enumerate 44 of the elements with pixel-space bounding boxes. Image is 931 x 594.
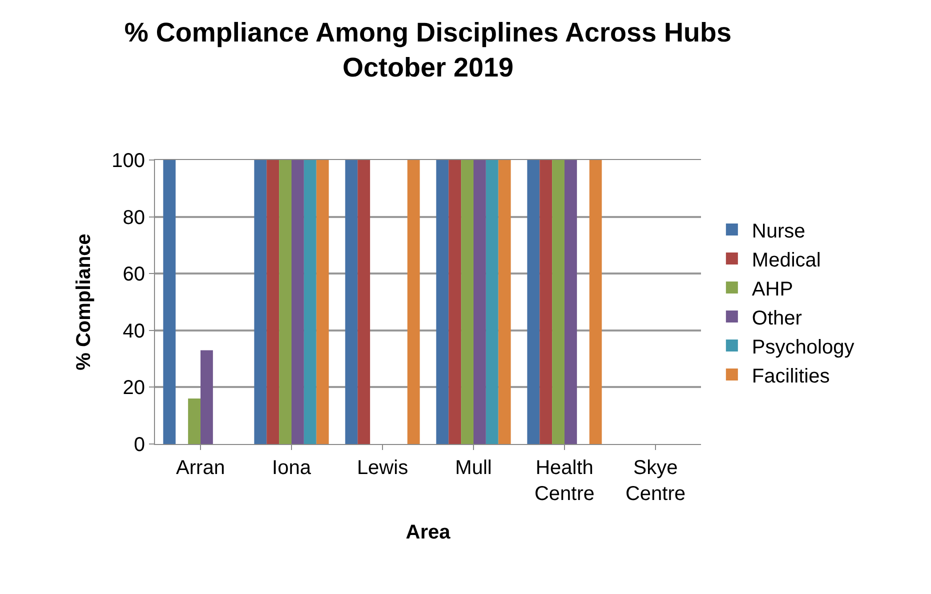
legend-label: AHP <box>752 278 794 300</box>
bar <box>474 160 486 444</box>
x-tick-label: Health Centre <box>534 457 595 505</box>
bar <box>552 160 564 444</box>
y-tick-label: 0 <box>134 434 145 456</box>
y-tick-label: 40 <box>122 320 145 342</box>
bar <box>589 160 602 444</box>
bar <box>461 160 474 444</box>
bar <box>279 160 292 444</box>
x-tick-label: Mull <box>455 457 492 479</box>
bar <box>498 160 511 444</box>
bar <box>304 160 316 444</box>
bar <box>358 160 370 444</box>
x-tick-label: Skye Centre <box>625 457 686 505</box>
bar <box>540 160 552 444</box>
bar <box>163 160 176 444</box>
x-tick-label: Arran <box>176 457 225 479</box>
chart-title: % Compliance Among Disciplines Across Hubs October 2019 <box>124 18 732 83</box>
bar <box>316 160 329 444</box>
bar <box>200 350 213 444</box>
y-tick-label: 80 <box>122 206 145 229</box>
y-tick-label: 20 <box>122 377 145 400</box>
y-tick-label: 100 <box>112 150 145 172</box>
legend-label: Other <box>752 307 802 330</box>
bar <box>448 160 462 444</box>
legend-label: Psychology <box>752 336 854 358</box>
bar <box>527 160 540 444</box>
bar <box>486 160 498 444</box>
legend-label: Facilities <box>752 365 830 388</box>
y-axis-title: % Compliance <box>73 234 96 370</box>
x-tick-label: Lewis <box>356 457 408 479</box>
bar <box>345 160 358 444</box>
x-axis-title: Area <box>406 522 452 544</box>
bar <box>436 160 449 444</box>
bar <box>188 398 200 444</box>
x-tick-label: Iona <box>272 457 312 479</box>
bar <box>292 160 304 444</box>
bar <box>564 160 577 444</box>
legend-label: Medical <box>752 249 821 272</box>
bar <box>254 160 267 444</box>
bar <box>266 160 280 444</box>
y-tick-label: 60 <box>122 264 145 286</box>
bar <box>407 160 420 444</box>
legend-label: Nurse <box>752 220 806 242</box>
